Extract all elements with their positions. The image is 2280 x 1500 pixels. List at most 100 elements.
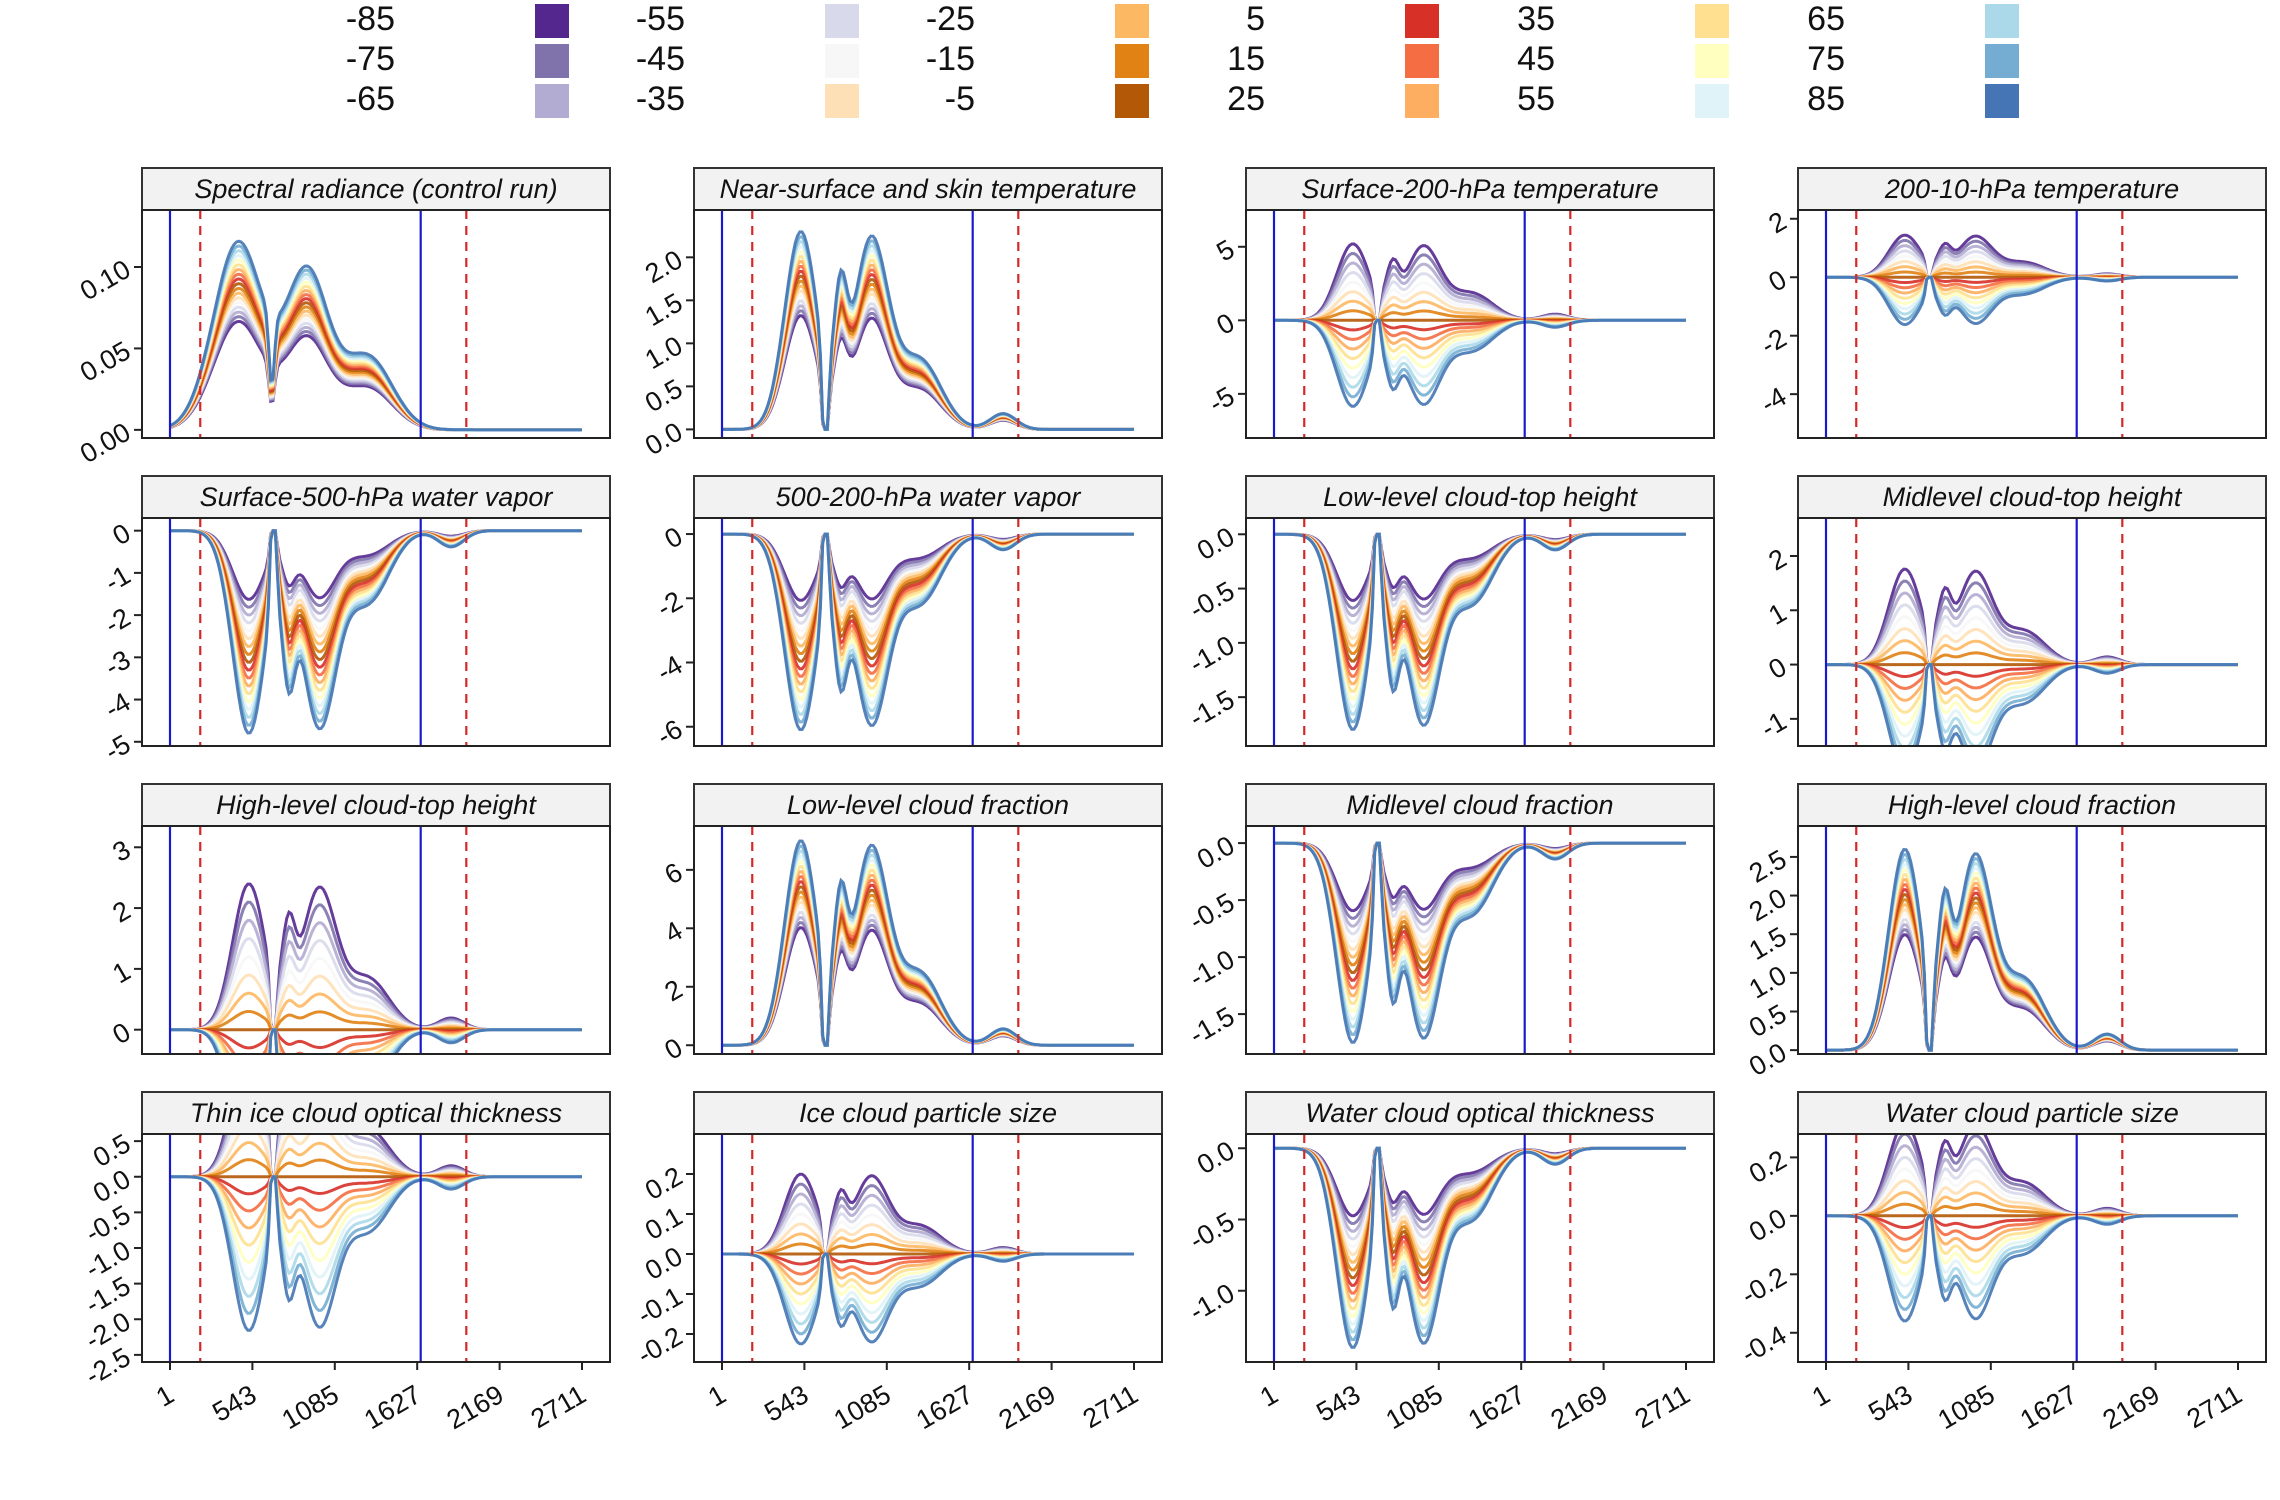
y-tick-label: -1.0 (80, 1235, 135, 1284)
series-group (1274, 841, 1686, 1044)
y-tick-label: -1.5 (1184, 1001, 1239, 1050)
legend-label: 65 (1807, 0, 1845, 38)
legend-swatch (535, 84, 569, 118)
panel-title: 500-200-hPa water vapor (776, 482, 1082, 512)
y-tick-label: 0.5 (88, 1128, 136, 1173)
panel: Ice cloud particle size -0.2-0.10.00.10.2… (632, 1091, 1163, 1435)
series-line (722, 532, 1134, 731)
panel-title: Ice cloud particle size (799, 1098, 1057, 1128)
panel-title: Water cloud particle size (1885, 1098, 2179, 1128)
x-tick-label: 2169 (442, 1379, 509, 1435)
panel-title: Low-level cloud fraction (787, 790, 1069, 820)
x-tick-label: 1 (151, 1379, 179, 1412)
y-tick-label: -1.0 (1184, 944, 1239, 993)
series-group (1826, 567, 2238, 746)
series-line (1826, 848, 2238, 1052)
x-tick-label: 1085 (1381, 1379, 1448, 1435)
color-legend: -85 -75 -65 -55 -45 -35 -25 -15 -5 5 15 25 35 45 55 65 7… (0, 0, 2280, 130)
x-tick-label: 543 (207, 1379, 261, 1428)
x-tick-label: 543 (759, 1379, 813, 1428)
panel-strip (693, 167, 1163, 211)
panel-strip (1797, 475, 2267, 519)
series-group (170, 1134, 582, 1332)
panel-strip (693, 475, 1163, 519)
series-line (722, 1252, 1134, 1346)
y-tick-label: 1.5 (640, 287, 688, 332)
series-group (1826, 233, 2238, 326)
legend-swatch (1985, 84, 2019, 118)
legend-swatch (1405, 4, 1439, 38)
legend-label: -15 (925, 40, 975, 78)
y-tick-label: -0.5 (1184, 1207, 1239, 1256)
y-tick-label: 0.0 (1744, 1037, 1792, 1082)
legend-label: 25 (1227, 80, 1265, 118)
y-tick-label: 0.0 (640, 1241, 688, 1286)
y-tick-label: 0.1 (640, 1201, 688, 1246)
series-line (169, 239, 582, 432)
y-tick-label: 0 (659, 521, 687, 554)
y-tick-label: -4 (652, 650, 688, 688)
legend-swatch (1695, 4, 1729, 38)
legend-label: 15 (1227, 40, 1265, 78)
legend-label: 85 (1807, 80, 1845, 118)
series-group (722, 230, 1134, 431)
y-tick-label: -0.5 (1184, 576, 1239, 625)
legend-label: -5 (944, 80, 975, 118)
y-tick-label: 1.0 (640, 330, 688, 375)
y-tick-label: 0.10 (75, 254, 136, 306)
panel-strip (1797, 167, 2267, 211)
y-tick-label: 0.5 (640, 373, 688, 418)
legend-swatch (825, 84, 859, 118)
x-tick-label: 2711 (2182, 1379, 2247, 1434)
series-line (170, 1175, 582, 1332)
legend-swatch (535, 4, 569, 38)
series-group (1274, 242, 1686, 408)
y-tick-label: -2.5 (80, 1342, 135, 1391)
x-tick-label: 1627 (911, 1379, 978, 1435)
y-tick-label: 0 (107, 518, 135, 551)
x-tick-label: 1 (1255, 1379, 1283, 1412)
plot-border (1245, 209, 1715, 439)
x-tick-label: 543 (1863, 1379, 1917, 1428)
panel-strip (1245, 475, 1715, 519)
y-tick-label: 6 (659, 857, 687, 890)
y-tick-label: 2.5 (1744, 844, 1792, 889)
legend-label: -55 (635, 0, 685, 38)
plot-border (1797, 517, 2267, 747)
y-tick-label: 0.0 (1192, 521, 1240, 566)
series-line (1274, 1146, 1686, 1349)
y-tick-label: 1 (1763, 597, 1791, 630)
legend-label: -35 (635, 80, 685, 118)
y-tick-label: -1.0 (1184, 1278, 1239, 1327)
plot-area (1798, 210, 2266, 438)
y-tick-label: 2.0 (1744, 883, 1792, 928)
legend-swatch (535, 44, 569, 78)
x-tick-label: 1 (1807, 1379, 1835, 1412)
legend-label: 55 (1517, 80, 1555, 118)
legend-label: -25 (925, 0, 975, 38)
panel-strip (693, 783, 1163, 827)
y-tick-label: -0.5 (1184, 887, 1239, 936)
panel: Spectral radiance (control run) 0.00 0.05 0… (75, 167, 611, 469)
x-tick-label: 1627 (359, 1379, 426, 1435)
panel-strip (1797, 783, 2267, 827)
y-tick-label: -4 (1756, 381, 1792, 419)
series-group (1826, 1134, 2238, 1323)
x-tick-label: 1627 (2015, 1379, 2082, 1435)
series-group (722, 1172, 1134, 1346)
series-line (722, 230, 1134, 431)
plot-border (693, 825, 1163, 1055)
legend-label: 5 (1246, 0, 1265, 38)
panel-title: Near-surface and skin temperature (720, 174, 1137, 204)
plot-border (1245, 1133, 1715, 1363)
y-tick-label: 2 (659, 974, 687, 1007)
x-tick-label: 1085 (1933, 1379, 2000, 1435)
y-tick-label: 1 (107, 956, 135, 989)
legend-swatch (1115, 44, 1149, 78)
y-tick-label: 1.5 (1744, 921, 1792, 966)
panel-title: Thin ice cloud optical thickness (190, 1098, 562, 1128)
y-tick-label: 0.0 (1192, 830, 1240, 875)
y-tick-label: 2.0 (640, 244, 688, 289)
x-tick-label: 2169 (994, 1379, 1061, 1435)
